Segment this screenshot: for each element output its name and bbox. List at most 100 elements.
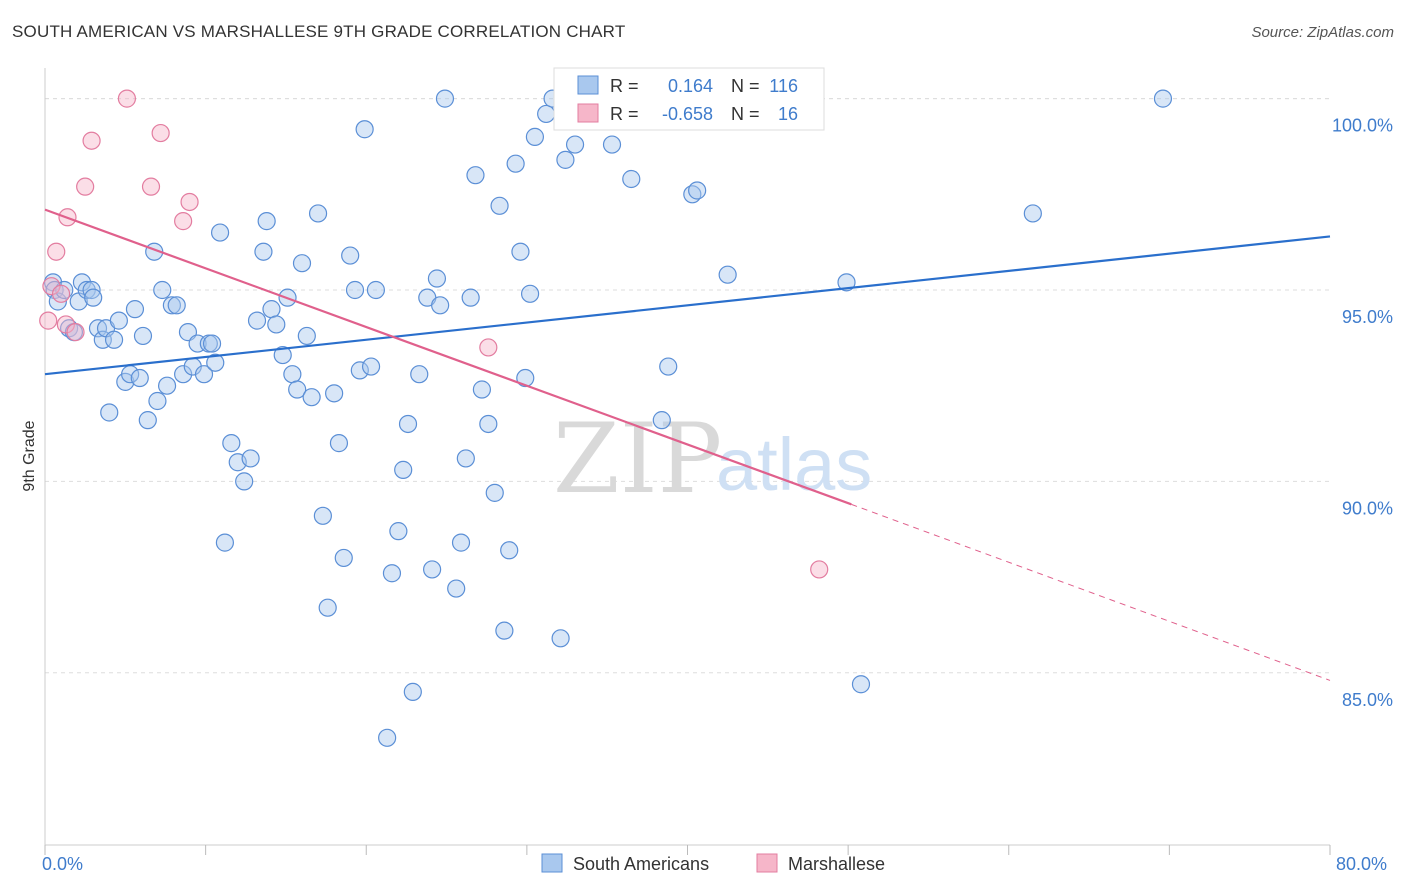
source-label: Source: ZipAtlas.com [1251, 24, 1394, 41]
marshallese-point-0 [39, 311, 58, 330]
south-americans-point-64 [355, 120, 374, 139]
bottom-legend-label-pink: Marshallese [788, 854, 885, 874]
south-americans-point-59 [329, 434, 349, 453]
south-americans-point-43 [247, 311, 267, 330]
south-americans-point-78 [435, 89, 455, 108]
south-americans-point-63 [350, 361, 369, 380]
south-americans-point-25 [153, 280, 172, 300]
legend-swatch-pink [577, 103, 599, 123]
south-americans-point-50 [283, 365, 302, 384]
marshallese-trend-extension [851, 503, 1331, 681]
south-americans-point-87 [490, 196, 509, 215]
south-americans-point-26 [157, 376, 177, 395]
gridlines [45, 98, 1330, 674]
chart-title: SOUTH AMERICAN VS MARSHALLESE 9TH GRADE … [12, 22, 626, 41]
bottom-legend-label-blue: South Americans [573, 854, 709, 874]
south-americans-point-112 [851, 675, 871, 694]
south-americans-point-93 [520, 284, 540, 303]
x-ticks [44, 845, 1331, 855]
south-americans-point-47 [267, 315, 286, 334]
south-americans-point-15 [104, 330, 124, 349]
south-americans-point-80 [451, 533, 471, 552]
south-americans-point-9 [82, 280, 101, 300]
legend-r-value-1: 0.164 [668, 76, 713, 96]
y-tick-label-1: 90.0% [1342, 498, 1393, 518]
south-americans-point-54 [302, 388, 321, 407]
south-americans-point-113 [1023, 204, 1042, 223]
south-americans-point-72 [403, 682, 422, 701]
south-americans-point-39 [222, 434, 241, 453]
south-americans-point-109 [688, 181, 707, 200]
south-americans-point-85 [479, 414, 498, 434]
south-americans-point-75 [423, 560, 442, 579]
south-americans-point-69 [389, 522, 408, 541]
south-americans-point-92 [516, 368, 535, 388]
south-americans-point-86 [485, 483, 504, 502]
south-americans-point-114 [1153, 89, 1173, 108]
y-tick-label-2: 95.0% [1342, 307, 1393, 327]
x-tick-label-min: 0.0% [42, 854, 83, 874]
south-americans-point-60 [334, 548, 353, 568]
south-americans-point-33 [194, 365, 214, 384]
x-tick-label-max: 80.0% [1336, 854, 1387, 874]
y-tick-label-3: 100.0% [1332, 116, 1393, 136]
legend-r-label-1: R = [610, 76, 639, 96]
south-americans-point-48 [273, 345, 292, 365]
south-americans-point-68 [382, 564, 402, 583]
legend-frame [553, 67, 825, 131]
marshallese-point-8 [82, 131, 101, 150]
bottom-legend: South Americans Marshallese [541, 853, 885, 874]
south-americans-point-37 [210, 223, 230, 242]
south-americans-point-83 [466, 166, 485, 185]
south-americans-point-51 [288, 380, 307, 399]
south-americans-point-84 [472, 380, 491, 399]
south-americans-point-95 [537, 104, 556, 124]
south-americans-point-42 [241, 449, 260, 468]
trend-lines [44, 208, 1331, 681]
y-tick-labels: 85.0% 90.0% 95.0% 100.0% [1332, 116, 1393, 710]
marshallese-trend-line [44, 208, 852, 506]
south-americans-point-46 [262, 300, 281, 319]
south-americans-point-111 [837, 273, 856, 292]
south-americans-point-20 [130, 368, 149, 388]
legend-swatch-blue [577, 75, 599, 95]
marshallese-point-3 [51, 284, 71, 303]
south-americans-point-56 [313, 506, 332, 525]
marshallese-point-9 [117, 89, 137, 108]
marshallese-point-2 [47, 242, 66, 261]
marshallese-point-13 [180, 192, 199, 212]
south-americans-point-81 [456, 449, 475, 468]
south-americans-point-36 [206, 353, 225, 372]
south-americans-point-16 [109, 311, 128, 330]
south-americans-point-66 [366, 280, 385, 300]
south-americans-point-57 [318, 598, 337, 617]
legend-n-label-1: N = [731, 76, 760, 96]
marshallese-point-10 [141, 177, 161, 196]
south-americans-trend-line [44, 235, 1331, 376]
south-americans-point-77 [431, 296, 450, 315]
marshallese-point-15 [810, 560, 829, 579]
legend-n-value-2: 16 [778, 104, 798, 124]
south-americans-point-14 [100, 403, 119, 422]
south-americans-point-28 [167, 296, 186, 315]
marshallese-point-11 [151, 123, 170, 143]
south-americans-point-45 [257, 212, 276, 231]
south-americans-point-70 [394, 460, 413, 479]
south-americans-point-10 [84, 288, 103, 307]
south-americans-point-71 [398, 414, 418, 434]
legend-n-label-2: N = [731, 104, 760, 124]
marshallese-point-12 [174, 212, 193, 231]
south-americans-point-99 [565, 135, 585, 154]
watermark: ZIP atlas [553, 403, 872, 515]
south-americans-point-22 [138, 411, 157, 430]
marshallese-point-6 [66, 323, 85, 342]
y-axis-label: 9th Grade [21, 420, 38, 491]
marshallese-point-7 [76, 177, 95, 196]
watermark-zip: ZIP [553, 403, 722, 515]
south-americans-point-21 [133, 326, 153, 346]
south-americans-point-19 [125, 300, 145, 319]
south-americans-point-102 [602, 135, 622, 154]
south-americans-point-38 [215, 533, 234, 552]
south-americans-point-44 [254, 242, 273, 261]
